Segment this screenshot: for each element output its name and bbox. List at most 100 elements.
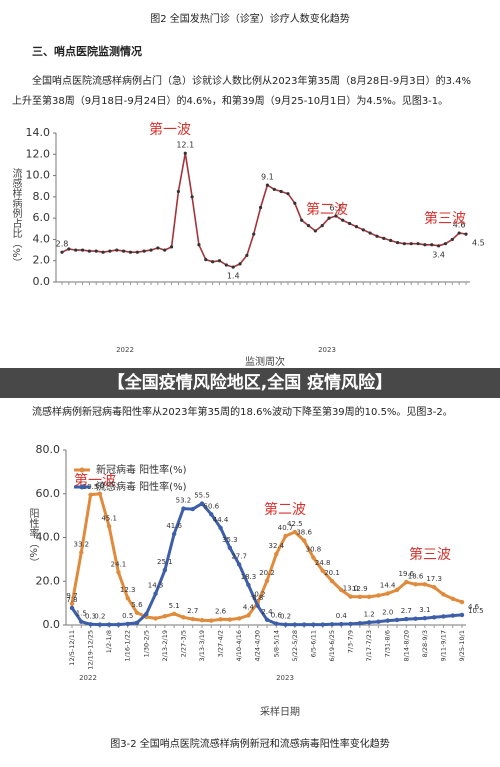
data-point xyxy=(97,491,103,496)
x-tick-label: 9/11-9/17 xyxy=(439,630,447,662)
data-point xyxy=(171,531,177,537)
banner: 【全国疫情风险地区,全国 疫情风险】 xyxy=(0,368,500,398)
x-axis-label: 监测周次 xyxy=(245,355,285,368)
data-point xyxy=(142,249,146,253)
section-heading: 三、哨点医院监测情况 xyxy=(32,45,142,58)
data-point xyxy=(258,205,263,210)
annotation: 第二波 xyxy=(264,501,306,518)
data-point xyxy=(347,221,352,226)
data-label: 12.9 xyxy=(352,585,368,593)
data-point xyxy=(162,614,168,619)
data-point xyxy=(457,231,461,235)
data-point xyxy=(320,223,324,228)
data-point xyxy=(306,223,311,228)
x-tick-label: 3/27-4/2 xyxy=(217,630,225,657)
x-tick-label: 7/31-8/6 xyxy=(384,630,392,657)
y-tick-label: 80.0 xyxy=(36,443,61,456)
paragraph: 全国哨点医院流感样病例占门（急）诊就诊人数比例从2023年第35周（8月28日-… xyxy=(12,76,471,107)
data-label: 6.2 xyxy=(330,204,343,213)
data-label: 45.1 xyxy=(101,514,117,522)
x-tick-label: 6/5-6/11 xyxy=(309,630,317,657)
data-point xyxy=(385,618,390,623)
data-point xyxy=(292,622,298,627)
data-point xyxy=(404,579,409,585)
data-point xyxy=(169,245,174,249)
data-point xyxy=(385,591,390,596)
data-point xyxy=(279,189,283,194)
data-point xyxy=(134,610,140,615)
data-label: 2.7 xyxy=(187,607,198,615)
data-point xyxy=(422,582,428,587)
data-point xyxy=(441,614,446,619)
data-point xyxy=(116,622,121,627)
data-label: 0.2 xyxy=(280,613,291,621)
data-point xyxy=(274,621,279,626)
y-tick-label: 6.0 xyxy=(33,211,51,224)
data-point xyxy=(190,616,195,622)
data-point xyxy=(162,567,168,573)
data-point xyxy=(106,622,112,627)
data-label: 0.6 xyxy=(271,612,283,620)
data-label: 20.2 xyxy=(259,569,275,577)
x-axis-label: 采样日期 xyxy=(260,705,300,718)
data-point xyxy=(301,538,307,543)
data-label: 2.4 xyxy=(261,608,273,616)
data-point xyxy=(101,250,105,254)
data-label: 8.8 xyxy=(252,594,263,602)
data-label: 27.7 xyxy=(231,552,247,560)
paragraph: 流感样病例新冠病毒阳性率从2023年第35周的18.6%波动下降至第39周的10… xyxy=(32,407,453,418)
data-point xyxy=(74,248,78,252)
data-point xyxy=(334,214,338,218)
data-point xyxy=(128,250,133,254)
data-point xyxy=(227,617,233,622)
data-point xyxy=(394,587,400,593)
figure-caption: 图3-2 全国哨点医院流感样病例新冠和流感病毒阳性率变化趋势 xyxy=(110,739,390,750)
x-tick-label: 5/22-5/28 xyxy=(291,630,299,662)
data-point xyxy=(209,512,214,517)
data-label: 5.6 xyxy=(131,601,143,609)
data-label: 2.7 xyxy=(401,607,412,615)
y-tick-label: 8.0 xyxy=(33,190,51,203)
data-label: 1.4 xyxy=(227,272,240,281)
data-point xyxy=(431,615,437,620)
y-tick-label: 60.0 xyxy=(36,487,61,500)
data-point xyxy=(255,603,260,608)
data-point xyxy=(246,582,251,588)
data-point xyxy=(236,616,242,621)
data-point xyxy=(376,593,381,598)
data-point xyxy=(204,258,208,262)
x-tick-label: 8/28-9/3 xyxy=(421,630,429,657)
data-label: 25.1 xyxy=(157,558,173,566)
data-point xyxy=(361,228,365,232)
data-point xyxy=(60,250,64,254)
data-point xyxy=(416,242,420,246)
data-point xyxy=(450,237,454,242)
data-point xyxy=(153,616,158,621)
data-label: 20.1 xyxy=(324,569,340,577)
data-point xyxy=(218,617,223,622)
y-tick-label: 0.0 xyxy=(33,275,51,288)
data-point xyxy=(116,570,121,575)
data-point xyxy=(106,524,112,529)
data-point xyxy=(181,615,186,620)
data-point xyxy=(79,619,84,624)
data-point xyxy=(176,189,181,194)
data-point xyxy=(286,192,290,196)
data-point xyxy=(108,249,112,253)
data-point xyxy=(80,248,85,252)
data-point xyxy=(199,501,205,506)
data-label: 9.1 xyxy=(261,173,274,182)
data-point xyxy=(441,592,446,597)
data-point xyxy=(368,231,372,235)
data-point xyxy=(88,622,93,627)
data-label: 3.1 xyxy=(419,606,430,614)
data-label: 44.4 xyxy=(213,516,229,524)
x-tick-label: 7/17-7/23 xyxy=(365,630,373,662)
y-tick-label: 2.0 xyxy=(33,254,51,267)
x-tick-label: 6/19-6/25 xyxy=(328,630,336,662)
data-point xyxy=(69,605,75,611)
data-point xyxy=(122,249,126,253)
data-point xyxy=(292,529,298,535)
data-label: 4.6 xyxy=(453,221,466,230)
data-label: 2.8 xyxy=(56,240,69,249)
